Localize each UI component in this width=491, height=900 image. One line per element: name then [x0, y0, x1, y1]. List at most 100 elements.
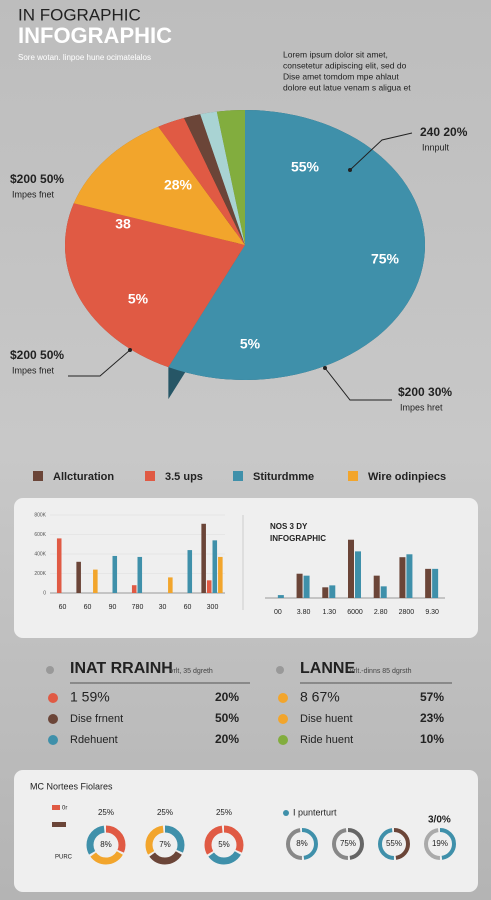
donut-panel — [14, 770, 478, 892]
donut-ring — [204, 825, 244, 865]
callout-line — [68, 349, 131, 377]
pie-label: 75% — [371, 251, 400, 267]
bar — [277, 595, 284, 598]
pie-slice — [158, 117, 245, 245]
row-dot — [278, 735, 288, 745]
pie-slice — [73, 126, 245, 245]
side-mark — [52, 805, 60, 810]
row-value: 57% — [420, 690, 444, 704]
pie-slice — [168, 110, 426, 381]
bar — [187, 550, 193, 593]
row-dot — [278, 693, 288, 703]
bar — [201, 523, 206, 593]
bar — [406, 554, 413, 598]
row-dot — [48, 735, 58, 745]
donut-ring — [204, 825, 244, 865]
bar — [399, 557, 406, 598]
intro-line: dolore eut latue venam s aligua et — [283, 82, 411, 92]
callout-note: Innpult — [422, 142, 450, 152]
donut-center: 55% — [386, 839, 402, 848]
callout-note: Impes hret — [400, 402, 443, 412]
donut-ring — [286, 828, 318, 860]
header-kicker: IN FOGRAPHIC — [18, 5, 141, 24]
right-title: I punterturt — [293, 807, 337, 817]
donut-top: 25% — [157, 808, 173, 817]
pie-slice — [184, 114, 245, 245]
donut-ring — [424, 828, 456, 860]
x-tick-label: 300 — [207, 604, 219, 611]
pie-label: 5% — [240, 336, 261, 352]
callout-note: Impes fnet — [12, 365, 55, 375]
pie-slice — [200, 111, 245, 245]
callout-note: Impes fnet — [12, 189, 55, 199]
legend-swatch — [145, 471, 155, 481]
donut-ring — [204, 825, 244, 865]
row-dot — [48, 693, 58, 703]
legend-label: Wire odinpiecs — [368, 471, 446, 483]
row-value: 10% — [420, 732, 444, 746]
table-dot — [46, 666, 54, 674]
donut-center: 7% — [159, 840, 171, 849]
donut-ring — [286, 828, 318, 860]
bar-panel — [14, 498, 478, 638]
donut-ring — [145, 825, 185, 865]
bar — [131, 585, 137, 593]
x-tick-label: 780 — [132, 604, 144, 611]
bar — [329, 585, 336, 598]
legend-label: Allcturation — [53, 471, 114, 483]
donut-ring — [86, 825, 126, 865]
right-top: 3/0% — [428, 815, 451, 826]
callout-value: 240 20% — [420, 125, 468, 139]
chart-title: NOS 3 DY — [270, 522, 308, 531]
callout-dot — [323, 366, 327, 370]
x-tick-label: 30 — [159, 604, 167, 611]
bar — [76, 561, 81, 593]
bar — [322, 587, 329, 598]
donut-center: 5% — [218, 840, 230, 849]
x-tick-label: 60 — [184, 604, 192, 611]
legend-label: Stiturdmme — [253, 471, 314, 483]
panel-title: MC Nortees Fiolares — [30, 781, 113, 791]
donut-center: 8% — [296, 839, 308, 848]
x-tick-label: 90 — [109, 604, 117, 611]
intro-line: consetetur adipiscing elit, sed do — [283, 60, 407, 70]
donut-ring — [378, 828, 410, 860]
side-label: PURC — [55, 855, 73, 861]
x-tick-label: 2.80 — [374, 609, 388, 616]
table-title: LANNE — [300, 660, 355, 677]
row-value: 23% — [420, 711, 444, 725]
legend-swatch — [33, 471, 43, 481]
donut-ring — [424, 828, 456, 860]
donut-ring — [86, 825, 126, 865]
row-label: Dise frnent — [70, 713, 123, 725]
callout-line — [349, 132, 413, 171]
row-label: Ride huent — [300, 734, 353, 746]
bar — [218, 556, 223, 593]
row-value: 50% — [215, 711, 239, 725]
legend-swatch — [348, 471, 358, 481]
donut-center: 19% — [432, 839, 448, 848]
x-tick-label: 6000 — [347, 609, 363, 616]
bar — [425, 568, 432, 598]
row-label: 8 67% — [300, 689, 340, 705]
intro-line: Dise amet tomdom mpe ahlaut — [283, 71, 399, 81]
table-title: INAT RRAINH — [70, 660, 173, 677]
donut-center: 8% — [100, 840, 112, 849]
bar — [206, 580, 212, 593]
x-tick-label: 9.30 — [425, 609, 439, 616]
bar — [93, 569, 98, 593]
y-tick-label: 0 — [43, 590, 46, 596]
row-value: 20% — [215, 732, 239, 746]
donut-ring — [86, 825, 126, 865]
callout-value: $200 30% — [398, 385, 452, 399]
donut-top: 25% — [216, 808, 232, 817]
row-label: Rdehuent — [70, 734, 118, 746]
pie-label: 38 — [115, 216, 131, 232]
header-subtitle: Sore wotan. linpoe hune ocimatelalos — [18, 53, 151, 62]
y-tick-label: 400K — [34, 551, 46, 557]
bar — [303, 575, 310, 598]
header-title: INFOGRAPHIC — [18, 23, 172, 48]
row-value: 20% — [215, 690, 239, 704]
